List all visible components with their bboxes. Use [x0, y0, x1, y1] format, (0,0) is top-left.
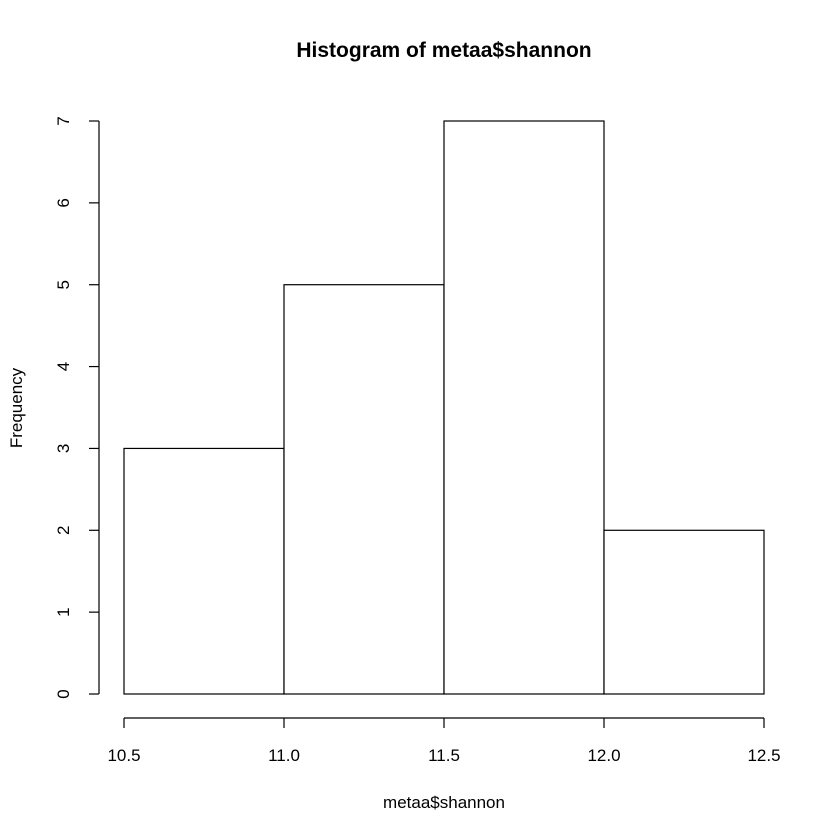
- histogram-bar-1: [283, 284, 445, 695]
- y-tick-label-1: 1: [54, 607, 73, 616]
- y-tick-label-3: 3: [54, 444, 73, 453]
- x-tick-label-3: 12.0: [587, 746, 620, 765]
- y-tick-label-6: 6: [54, 198, 73, 207]
- y-axis: 0 1 2 3 4 5 6 7: [54, 116, 100, 699]
- x-axis-label: metaa$shannon: [383, 793, 505, 812]
- y-tick-label-2: 2: [54, 526, 73, 535]
- bars-group: [123, 120, 765, 695]
- x-tick-label-4: 12.5: [747, 746, 780, 765]
- y-tick-label-7: 7: [54, 116, 73, 125]
- y-axis-label: Frequency: [7, 367, 26, 448]
- x-tick-label-0: 10.5: [107, 746, 140, 765]
- y-tick-label-5: 5: [54, 280, 73, 289]
- histogram-bar-3: [603, 529, 765, 695]
- y-tick-label-0: 0: [54, 689, 73, 698]
- x-tick-label-1: 11.0: [268, 746, 300, 765]
- histogram-bar-2: [443, 120, 605, 695]
- y-tick-label-4: 4: [54, 362, 73, 371]
- x-tick-label-2: 11.5: [428, 746, 460, 765]
- histogram-bar-0: [123, 447, 285, 695]
- x-axis: 10.5 11.0 11.5 12.0 12.5: [107, 717, 781, 765]
- chart-title: Histogram of metaa$shannon: [296, 39, 591, 62]
